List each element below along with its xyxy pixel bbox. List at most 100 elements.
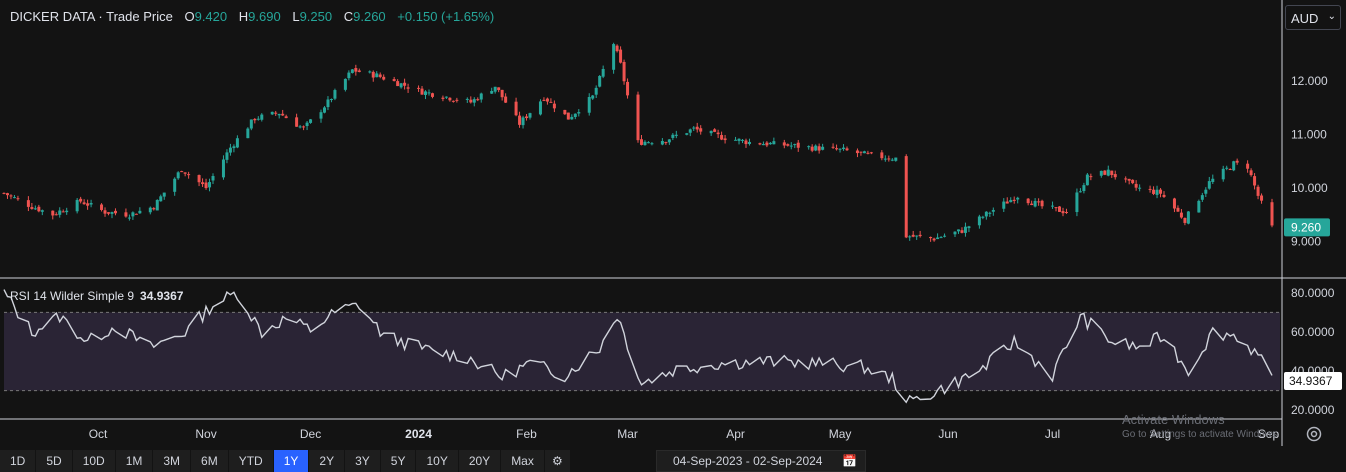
candle-body [521, 117, 525, 126]
date-range-picker[interactable]: 04-Sep-2023 - 02-Sep-2024 📅 [656, 450, 866, 472]
candle-body [89, 202, 93, 205]
range-3m[interactable]: 3M [153, 450, 192, 472]
candle-body [107, 212, 111, 214]
candle-body [887, 158, 891, 160]
candle-body [1009, 200, 1013, 203]
range-1m[interactable]: 1M [115, 450, 154, 472]
open-value: 9.420 [194, 9, 228, 24]
candle-body [127, 217, 131, 219]
candle-body [549, 101, 553, 103]
candle-body [1152, 189, 1156, 194]
candle-body [835, 148, 839, 150]
candle-body [859, 151, 863, 153]
range-3y[interactable]: 3Y [345, 450, 381, 472]
range-1y[interactable]: 1Y [273, 450, 310, 472]
range-max[interactable]: Max [501, 450, 545, 472]
candle-body [723, 138, 727, 141]
candle-body [465, 98, 469, 100]
candle-body [977, 216, 981, 226]
settings-icon[interactable] [1304, 424, 1324, 444]
axis-layer: 12.00011.00010.0009.00080.000060.000040.… [89, 74, 1342, 441]
candle-body [86, 203, 90, 206]
time-axis-tick: 2024 [405, 427, 432, 441]
candle-body [713, 129, 717, 132]
candle-body [904, 156, 908, 238]
candle-body [570, 116, 574, 120]
candle-body [786, 144, 790, 146]
high-key: H [238, 9, 249, 24]
candle-body [2, 192, 6, 194]
candle-body [1207, 181, 1211, 189]
date-start: 04-Sep-2023 [673, 454, 743, 468]
candle-body [894, 157, 898, 161]
candle-body [476, 99, 480, 101]
currency-value: AUD [1291, 11, 1319, 26]
candle-body [131, 212, 135, 217]
candle-body [417, 87, 421, 89]
candle-body [260, 114, 264, 120]
candle-body [758, 143, 762, 145]
candle-body [807, 146, 811, 148]
candle-body [479, 93, 483, 100]
candle-body [956, 229, 960, 232]
candle-body [378, 74, 382, 77]
candle-body [734, 139, 738, 141]
range-5y[interactable]: 5Y [380, 450, 417, 472]
candle-body [441, 97, 445, 99]
candle-body [504, 96, 508, 103]
candle-body [967, 226, 971, 229]
candle-body [552, 103, 556, 109]
candle-body [660, 140, 664, 145]
time-axis-tick: Nov [195, 427, 216, 441]
candle-body [845, 148, 849, 151]
low-value: 9.250 [299, 9, 333, 24]
candle-body [855, 150, 859, 154]
candle-body [329, 99, 333, 101]
range-6m[interactable]: 6M [191, 450, 229, 472]
gear-icon[interactable]: ⚙ [544, 450, 571, 472]
range-10y[interactable]: 10Y [416, 450, 459, 472]
watermark-line2: Go to Settings to activate Windows. [1122, 429, 1280, 440]
candle-body [619, 49, 623, 63]
candle-body [1078, 191, 1082, 193]
candle-body [26, 200, 30, 207]
candle-body [545, 98, 549, 102]
price-axis-tick: 11.000 [1291, 127, 1327, 141]
candle-body [862, 151, 866, 154]
candle-body [1075, 192, 1079, 213]
candle-body [577, 112, 581, 114]
candle-body [1012, 199, 1016, 201]
candle-body [350, 69, 354, 73]
range-ytd[interactable]: YTD [228, 450, 274, 472]
candle-body [1253, 176, 1257, 186]
candle-body [204, 182, 208, 189]
candle-body [469, 99, 473, 103]
candle-body [1249, 170, 1253, 176]
candle-body [594, 87, 598, 95]
candle-body [796, 142, 800, 148]
candle-body [622, 61, 626, 82]
currency-select[interactable]: AUD ⌄ [1285, 5, 1341, 30]
candle-body [1037, 201, 1041, 203]
candle-body [688, 129, 692, 133]
candle-body [1103, 170, 1107, 175]
candle-body [1183, 218, 1187, 223]
range-1d[interactable]: 1D [0, 450, 37, 472]
candle-body [37, 206, 41, 212]
range-20y[interactable]: 20Y [458, 450, 502, 472]
candle-body [1085, 174, 1089, 186]
candle-body [1232, 161, 1236, 171]
candle-body [988, 212, 992, 214]
candle-body [831, 146, 835, 148]
range-10d[interactable]: 10D [72, 450, 116, 472]
range-5d[interactable]: 5D [36, 450, 73, 472]
candle-body [650, 143, 654, 145]
candle-body [911, 234, 915, 237]
candle-body [793, 144, 797, 146]
candle-body [761, 144, 765, 146]
candle-body [490, 90, 494, 94]
range-2y[interactable]: 2Y [309, 450, 346, 472]
candle-body [61, 211, 65, 213]
candle-body [741, 139, 745, 141]
